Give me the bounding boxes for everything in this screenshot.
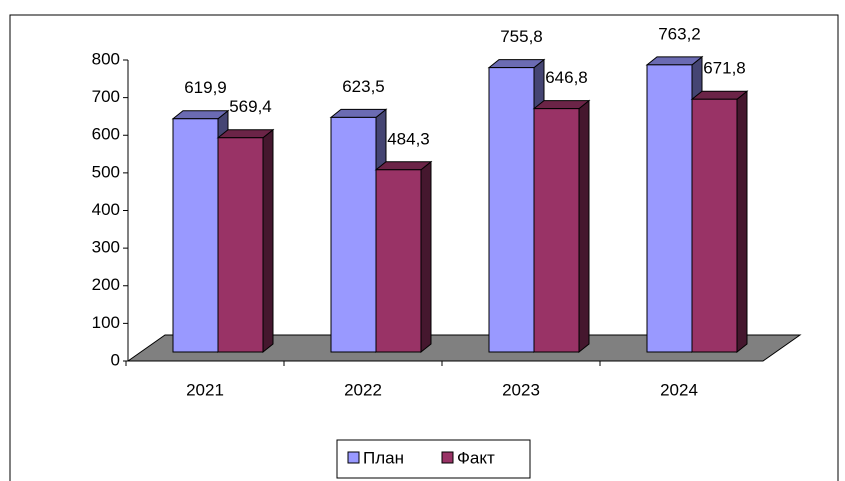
x-tick-label: 2022 [344, 380, 382, 399]
bar-top [532, 100, 591, 110]
y-tick-label: 300 [92, 238, 120, 257]
value-label: 671,8 [703, 59, 746, 78]
legend-swatch [441, 451, 454, 464]
bar-top [171, 110, 230, 120]
bar-side [578, 99, 590, 354]
value-label: 763,2 [658, 24, 701, 43]
bar [488, 67, 535, 353]
bar [533, 108, 580, 353]
bar [375, 169, 422, 353]
chart-frame [9, 14, 839, 481]
value-label: 646,8 [545, 68, 588, 87]
y-tick-label: 800 [92, 49, 120, 68]
bar-side [262, 128, 274, 354]
bar [217, 137, 264, 353]
bar [646, 64, 693, 353]
y-tick-label: 100 [92, 313, 120, 332]
y-tick-label: 400 [92, 200, 120, 219]
value-label: 755,8 [500, 27, 543, 46]
x-tick-label: 2023 [502, 380, 540, 399]
bar [172, 118, 219, 353]
bar-top [645, 56, 704, 66]
bar-side [420, 160, 432, 354]
y-tick-label: 700 [92, 87, 120, 106]
x-tick-label: 2021 [186, 380, 224, 399]
legend-label: План [363, 448, 404, 467]
bar-top [329, 108, 388, 118]
legend-swatch [347, 451, 360, 464]
y-tick-label: 200 [92, 275, 120, 294]
y-tick-label: 0 [111, 350, 120, 369]
bar-top [487, 59, 546, 69]
value-label: 623,5 [342, 77, 385, 96]
bar-top [216, 129, 275, 139]
value-label: 569,4 [229, 97, 272, 116]
bar-top [690, 90, 749, 100]
bar [691, 98, 738, 353]
legend-label: Факт [457, 448, 495, 467]
x-tick-label: 2024 [660, 380, 698, 399]
value-label: 619,9 [184, 78, 227, 97]
y-tick-label: 500 [92, 162, 120, 181]
bar-top [374, 161, 433, 171]
legend [336, 439, 531, 479]
bar-side [736, 90, 748, 354]
bar [330, 116, 377, 353]
y-tick-label: 600 [92, 125, 120, 144]
value-label: 484,3 [387, 129, 430, 148]
